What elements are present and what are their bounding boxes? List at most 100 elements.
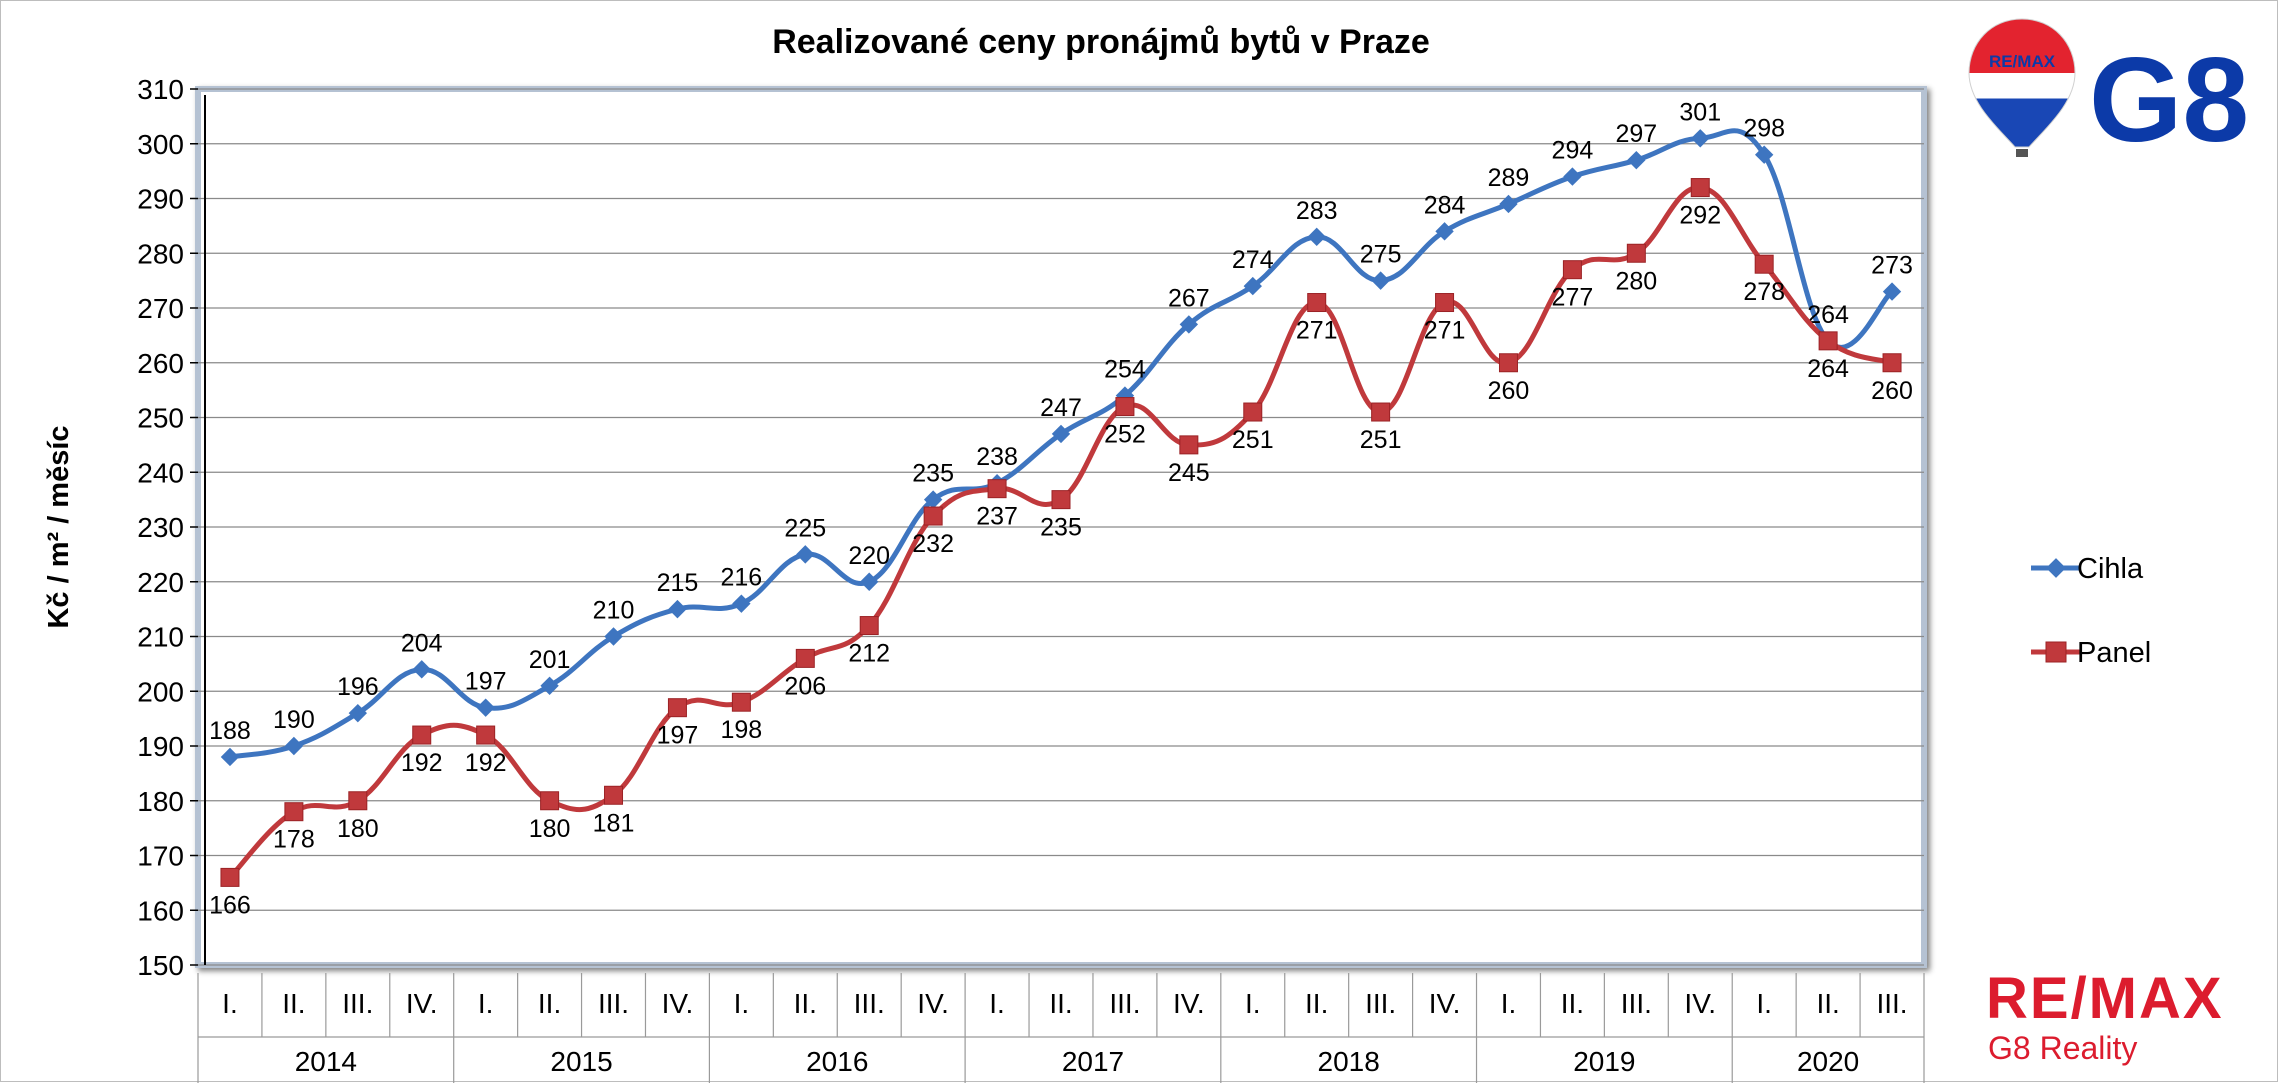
data-label-panel: 278 <box>1743 278 1785 306</box>
data-label-cihla: 235 <box>912 460 954 488</box>
data-point-panel[interactable] <box>285 803 303 821</box>
x-axis-categories: I.II.III.IV.I.II.III.IV.I.II.III.IV.I.II… <box>198 973 1924 1083</box>
y-tick-label: 240 <box>137 457 184 488</box>
data-point-panel[interactable] <box>988 480 1006 498</box>
x-tick-label: III. <box>342 988 373 1019</box>
data-label-panel: 264 <box>1807 355 1849 383</box>
x-year-label: 2020 <box>1797 1046 1859 1077</box>
data-point-panel[interactable] <box>732 693 750 711</box>
x-tick-label: III. <box>1621 988 1652 1019</box>
data-point-panel[interactable] <box>349 792 367 810</box>
data-label-cihla: 216 <box>721 564 763 592</box>
y-tick-label: 310 <box>137 74 184 105</box>
data-label-cihla: 254 <box>1104 356 1146 384</box>
data-label-cihla: 298 <box>1743 115 1785 143</box>
data-point-panel[interactable] <box>1691 179 1709 197</box>
data-label-cihla: 204 <box>401 629 443 657</box>
data-label-cihla: 275 <box>1360 241 1402 269</box>
data-label-cihla: 283 <box>1296 197 1338 225</box>
legend-label-cihla: Cihla <box>2077 553 2144 585</box>
data-point-panel[interactable] <box>1499 354 1517 372</box>
x-tick-label: IV. <box>1684 988 1716 1019</box>
data-label-cihla: 301 <box>1679 98 1721 126</box>
data-point-panel[interactable] <box>860 617 878 635</box>
data-point-panel[interactable] <box>668 699 686 717</box>
data-label-panel: 245 <box>1168 459 1210 487</box>
legend-marker-cihla <box>2046 558 2066 578</box>
legend-item-cihla[interactable]: Cihla <box>2031 553 2144 585</box>
data-point-panel[interactable] <box>221 868 239 886</box>
data-point-panel[interactable] <box>477 726 495 744</box>
data-label-panel: 197 <box>657 722 699 750</box>
data-point-panel[interactable] <box>1755 255 1773 273</box>
balloon-logo-text: RE/MAX <box>1989 52 2056 71</box>
data-label-panel: 198 <box>721 716 763 744</box>
data-point-panel[interactable] <box>1436 294 1454 312</box>
x-tick-label: I. <box>222 988 238 1019</box>
y-tick-label: 220 <box>137 567 184 598</box>
data-point-panel[interactable] <box>1244 403 1262 421</box>
data-point-panel[interactable] <box>1883 354 1901 372</box>
data-label-panel: 277 <box>1552 284 1594 312</box>
x-tick-label: IV. <box>662 988 694 1019</box>
data-label-cihla: 238 <box>976 443 1018 471</box>
y-tick-label: 210 <box>137 622 184 653</box>
data-label-cihla: 201 <box>529 646 571 674</box>
data-point-panel[interactable] <box>1116 398 1134 416</box>
data-point-panel[interactable] <box>1563 261 1581 279</box>
legend-label-panel: Panel <box>2077 637 2151 669</box>
data-label-panel: 271 <box>1296 317 1338 345</box>
x-tick-label: I. <box>734 988 750 1019</box>
x-tick-label: II. <box>1305 988 1328 1019</box>
data-point-panel[interactable] <box>413 726 431 744</box>
data-label-cihla: 247 <box>1040 394 1082 422</box>
data-point-panel[interactable] <box>1052 491 1070 509</box>
remax-sub-text: G8 Reality <box>1988 1030 2137 1066</box>
y-tick-label: 230 <box>137 512 184 543</box>
data-label-panel: 181 <box>593 809 635 837</box>
x-tick-label: I. <box>1501 988 1517 1019</box>
data-label-cihla: 196 <box>337 673 379 701</box>
y-tick-label: 180 <box>137 786 184 817</box>
x-tick-label: II. <box>282 988 305 1019</box>
data-point-panel[interactable] <box>924 507 942 525</box>
remax-g8-reality-logo: RE/MAX G8 Reality <box>1986 966 2224 1066</box>
data-point-panel[interactable] <box>1308 294 1326 312</box>
data-point-panel[interactable] <box>796 649 814 667</box>
x-tick-label: IV. <box>1429 988 1461 1019</box>
x-year-label: 2015 <box>550 1046 612 1077</box>
x-tick-label: I. <box>989 988 1005 1019</box>
y-tick-label: 280 <box>137 238 184 269</box>
data-label-panel: 252 <box>1104 421 1146 449</box>
data-label-panel: 180 <box>529 815 571 843</box>
data-label-panel: 251 <box>1232 426 1274 454</box>
x-tick-label: III. <box>1876 988 1907 1019</box>
remax-g8-logo: RE/MAX G8 <box>1969 19 2249 167</box>
data-label-cihla: 267 <box>1168 284 1210 312</box>
legend-item-panel[interactable]: Panel <box>2031 637 2151 669</box>
legend: Cihla Panel <box>2031 553 2151 669</box>
data-point-panel[interactable] <box>541 792 559 810</box>
data-point-panel[interactable] <box>1627 244 1645 262</box>
x-tick-label: I. <box>1245 988 1261 1019</box>
data-point-panel[interactable] <box>1819 332 1837 350</box>
y-tick-label: 260 <box>137 348 184 379</box>
data-label-panel: 192 <box>401 749 443 777</box>
data-label-cihla: 284 <box>1424 191 1466 219</box>
data-point-panel[interactable] <box>605 786 623 804</box>
data-label-cihla: 210 <box>593 597 635 625</box>
data-label-panel: 192 <box>465 749 507 777</box>
g8-logo-text: G8 <box>2089 33 2249 167</box>
x-tick-label: I. <box>1756 988 1772 1019</box>
y-axis-label: Kč / m² / měsíc <box>43 425 75 628</box>
x-year-label: 2017 <box>1062 1046 1124 1077</box>
data-point-panel[interactable] <box>1372 403 1390 421</box>
x-tick-label: I. <box>478 988 494 1019</box>
data-label-cihla: 220 <box>848 542 890 570</box>
balloon-icon <box>1969 19 2075 147</box>
data-point-panel[interactable] <box>1180 436 1198 454</box>
x-year-label: 2014 <box>295 1046 357 1077</box>
y-tick-label: 160 <box>137 895 184 926</box>
data-label-cihla: 273 <box>1871 252 1913 280</box>
